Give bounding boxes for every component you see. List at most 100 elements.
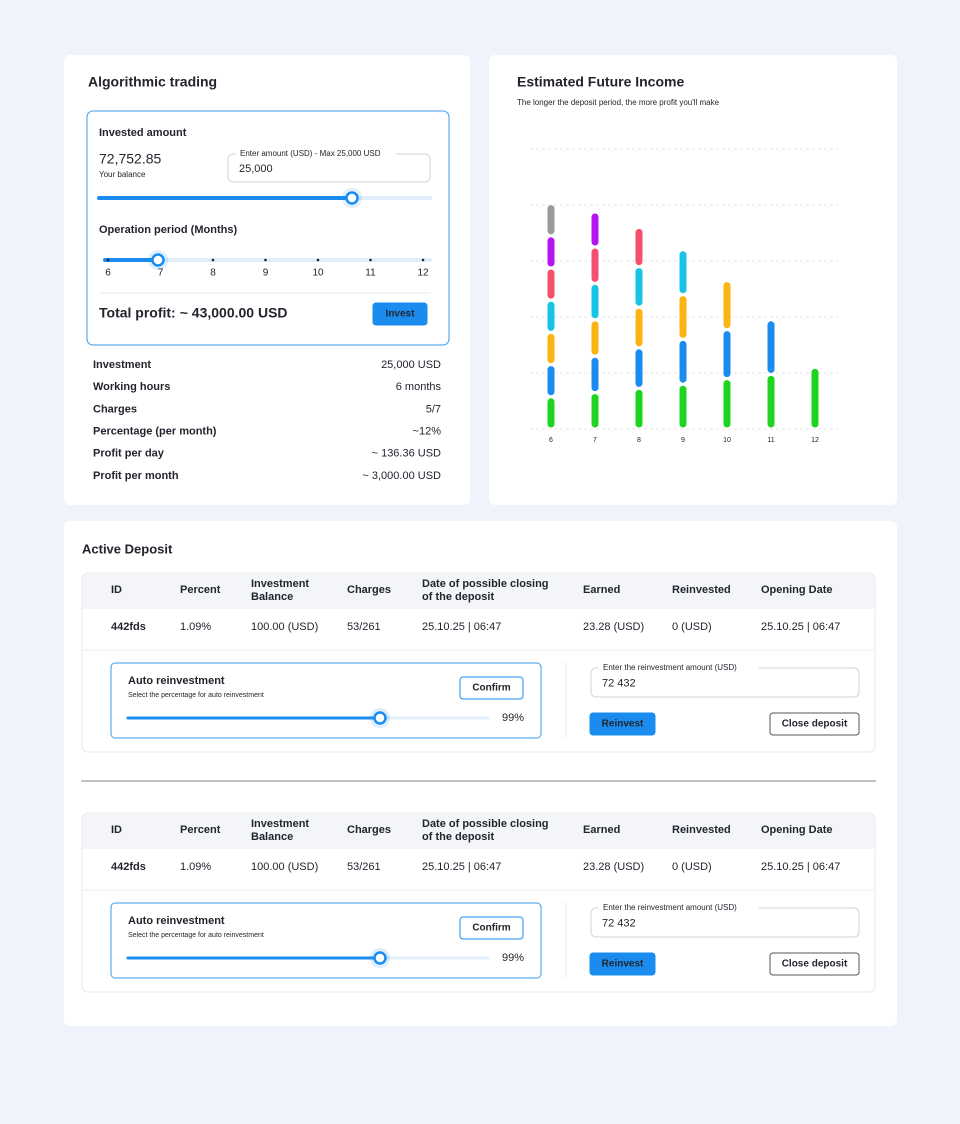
bar-segment [591,284,599,319]
detail-value: ~ 136.36 USD [372,448,441,460]
bar-segment [547,269,555,299]
slider-knob[interactable] [373,951,387,965]
period-tick: 10 [312,268,324,279]
income-card [489,55,897,505]
column-header: Opening Date [761,824,833,836]
column-header: Date of possible closing [422,578,549,590]
period-dot [211,258,215,262]
x-tick-label: 11 [767,437,774,444]
period-dot [316,258,320,262]
detail-label: Charges [93,403,137,415]
column-header: Reinvested [672,584,731,596]
cell: 100.00 (USD) [251,621,318,633]
cell: 100.00 (USD) [251,861,318,873]
bar-segment [723,282,731,329]
bar-segment [635,389,643,428]
input-label: Enter the reinvestment amount (USD) [603,663,737,672]
detail-label: Working hours [93,381,170,393]
period-tick: 7 [158,268,164,279]
column-header: Investment [251,818,309,830]
cell: 23.28 (USD) [583,621,644,633]
column-header: Earned [583,584,620,596]
period-dot [369,258,372,262]
detail-value: 25,000 USD [381,359,441,371]
column-header: of the deposit [422,591,494,603]
cell[interactable]: 442fds [111,621,146,633]
column-header: Date of possible closing [422,818,549,830]
confirm-button[interactable] [459,676,524,700]
cell: 53/261 [347,621,381,633]
input-value: 72 432 [602,917,636,929]
period-tick: 6 [105,268,111,279]
input-value: 72 432 [602,677,636,689]
cell: 25.10.25 | 06:47 [422,861,501,873]
reinvest-title: Auto reinvestment [128,675,225,687]
confirm-button-label: Confirm [472,683,510,694]
table-header [82,573,875,609]
invest-button-label: Invest [386,309,416,320]
bar-segment [591,321,599,355]
close-button[interactable] [769,712,860,736]
balance-label: Your balance [99,170,146,179]
reinvest-button-label: Reinvest [602,959,644,970]
total-profit-value: ~ 43,000.00 USD [180,305,288,321]
bar-segment [591,213,599,246]
cell: 25.10.25 | 06:47 [422,621,501,633]
input-label-bg [599,664,759,672]
column-header: Reinvested [672,824,731,836]
period-dot [264,258,267,262]
bar-segment [723,380,731,428]
column-header: Earned [583,824,620,836]
period-dot [106,258,110,262]
reinvest-button-label: Reinvest [602,719,644,730]
slider-knob[interactable] [345,191,359,205]
column-header: Balance [251,831,293,843]
cell: 25.10.25 | 06:47 [761,621,840,633]
card-title: Active Deposit [82,541,173,556]
percent-value: 99% [502,712,524,724]
detail-label: Profit per month [93,470,179,482]
bar-segment [547,398,555,428]
detail-value: 6 months [396,381,442,393]
bar-segment [723,331,731,378]
detail-label: Investment [93,359,151,371]
bar-segment [635,228,643,266]
close-button-label: Close deposit [782,719,848,730]
column-header: ID [111,584,122,596]
reinvest-button[interactable] [589,952,656,976]
confirm-button[interactable] [459,916,524,940]
card-title: Algorithmic trading [88,74,217,90]
column-header: ID [111,824,122,836]
period-tick: 9 [263,268,269,279]
period-tick: 12 [417,268,429,279]
close-button-label: Close deposit [782,959,848,970]
reinvest-button[interactable] [589,712,656,736]
input-label: Enter amount (USD) - Max 25,000 USD [240,149,381,158]
reinvest-subtitle: Select the percentage for auto reinvestm… [128,932,264,939]
bar-segment [547,205,555,235]
column-header: Charges [347,824,391,836]
table-header [82,813,875,849]
cell: 1.09% [180,621,211,633]
close-button[interactable] [769,952,860,976]
confirm-button-label: Confirm [472,923,510,934]
total-profit-label: Total profit: [99,305,176,321]
bar-segment [547,301,555,331]
bar-segment [635,268,643,306]
invest-button[interactable] [372,302,428,326]
column-header: Percent [180,584,221,596]
cell: 0 (USD) [672,621,712,633]
section-label: Operation period (Months) [99,224,237,236]
bar-segment [767,321,775,373]
slider-knob[interactable] [151,253,165,267]
x-tick-label: 8 [637,437,641,444]
slider-knob[interactable] [373,711,387,725]
bar-segment [679,296,687,338]
chart-title: Estimated Future Income [517,74,684,90]
x-tick-label: 7 [593,437,597,444]
input-label: Enter the reinvestment amount (USD) [603,903,737,912]
cell[interactable]: 442fds [111,861,146,873]
bar-segment [591,248,599,282]
x-tick-label: 9 [681,437,685,444]
